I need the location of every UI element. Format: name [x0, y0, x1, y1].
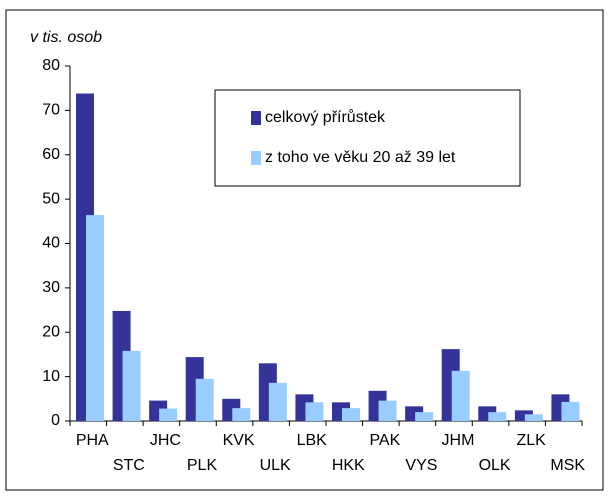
- y-tick-label: 30: [42, 279, 60, 296]
- x-tick-label: MSK: [550, 457, 585, 474]
- y-tick-label: 40: [42, 235, 60, 252]
- bar: [451, 370, 470, 421]
- bar: [514, 410, 533, 421]
- bar: [378, 400, 397, 421]
- y-tick-label: 0: [51, 412, 60, 429]
- x-tick-label: JHM: [442, 432, 475, 449]
- y-tick-label: 70: [42, 102, 60, 119]
- x-tick-label: HKK: [332, 457, 365, 474]
- bar: [305, 402, 324, 421]
- bar: [195, 378, 214, 421]
- bar: [342, 408, 360, 421]
- bar: [268, 382, 287, 421]
- x-tick-label: STC: [113, 457, 145, 474]
- y-tick-label: 60: [42, 146, 60, 163]
- x-tick-label: LBK: [297, 432, 328, 449]
- legend-swatch: [251, 151, 261, 165]
- legend-label: celkový přírůstek: [265, 108, 386, 126]
- bar: [561, 401, 580, 421]
- bar: [86, 215, 104, 421]
- bar: [488, 412, 507, 421]
- y-tick-label: 50: [42, 190, 60, 207]
- bar: [415, 412, 434, 421]
- x-tick-label: KVK: [223, 432, 255, 449]
- bar: [159, 408, 178, 421]
- legend-label: z toho ve věku 20 až 39 let: [265, 149, 456, 166]
- y-tick-label: 10: [42, 368, 60, 385]
- y-tick-label: 20: [42, 323, 60, 340]
- x-tick-label: ZLK: [516, 432, 546, 449]
- legend-swatch: [251, 111, 261, 125]
- y-tick-label: 80: [42, 57, 60, 74]
- bar: [524, 414, 543, 421]
- x-tick-label: PAK: [369, 432, 400, 449]
- x-tick-label: VYS: [405, 457, 437, 474]
- x-tick-label: ULK: [260, 457, 291, 474]
- legend-box: [214, 89, 521, 187]
- x-tick-label: JHC: [150, 432, 181, 449]
- x-tick-label: PLK: [187, 457, 218, 474]
- bar: [232, 408, 251, 421]
- chart-title: v tis. osob: [30, 29, 102, 46]
- x-tick-label: OLK: [479, 457, 511, 474]
- x-tick-label: PHA: [76, 432, 109, 449]
- bar: [122, 350, 141, 421]
